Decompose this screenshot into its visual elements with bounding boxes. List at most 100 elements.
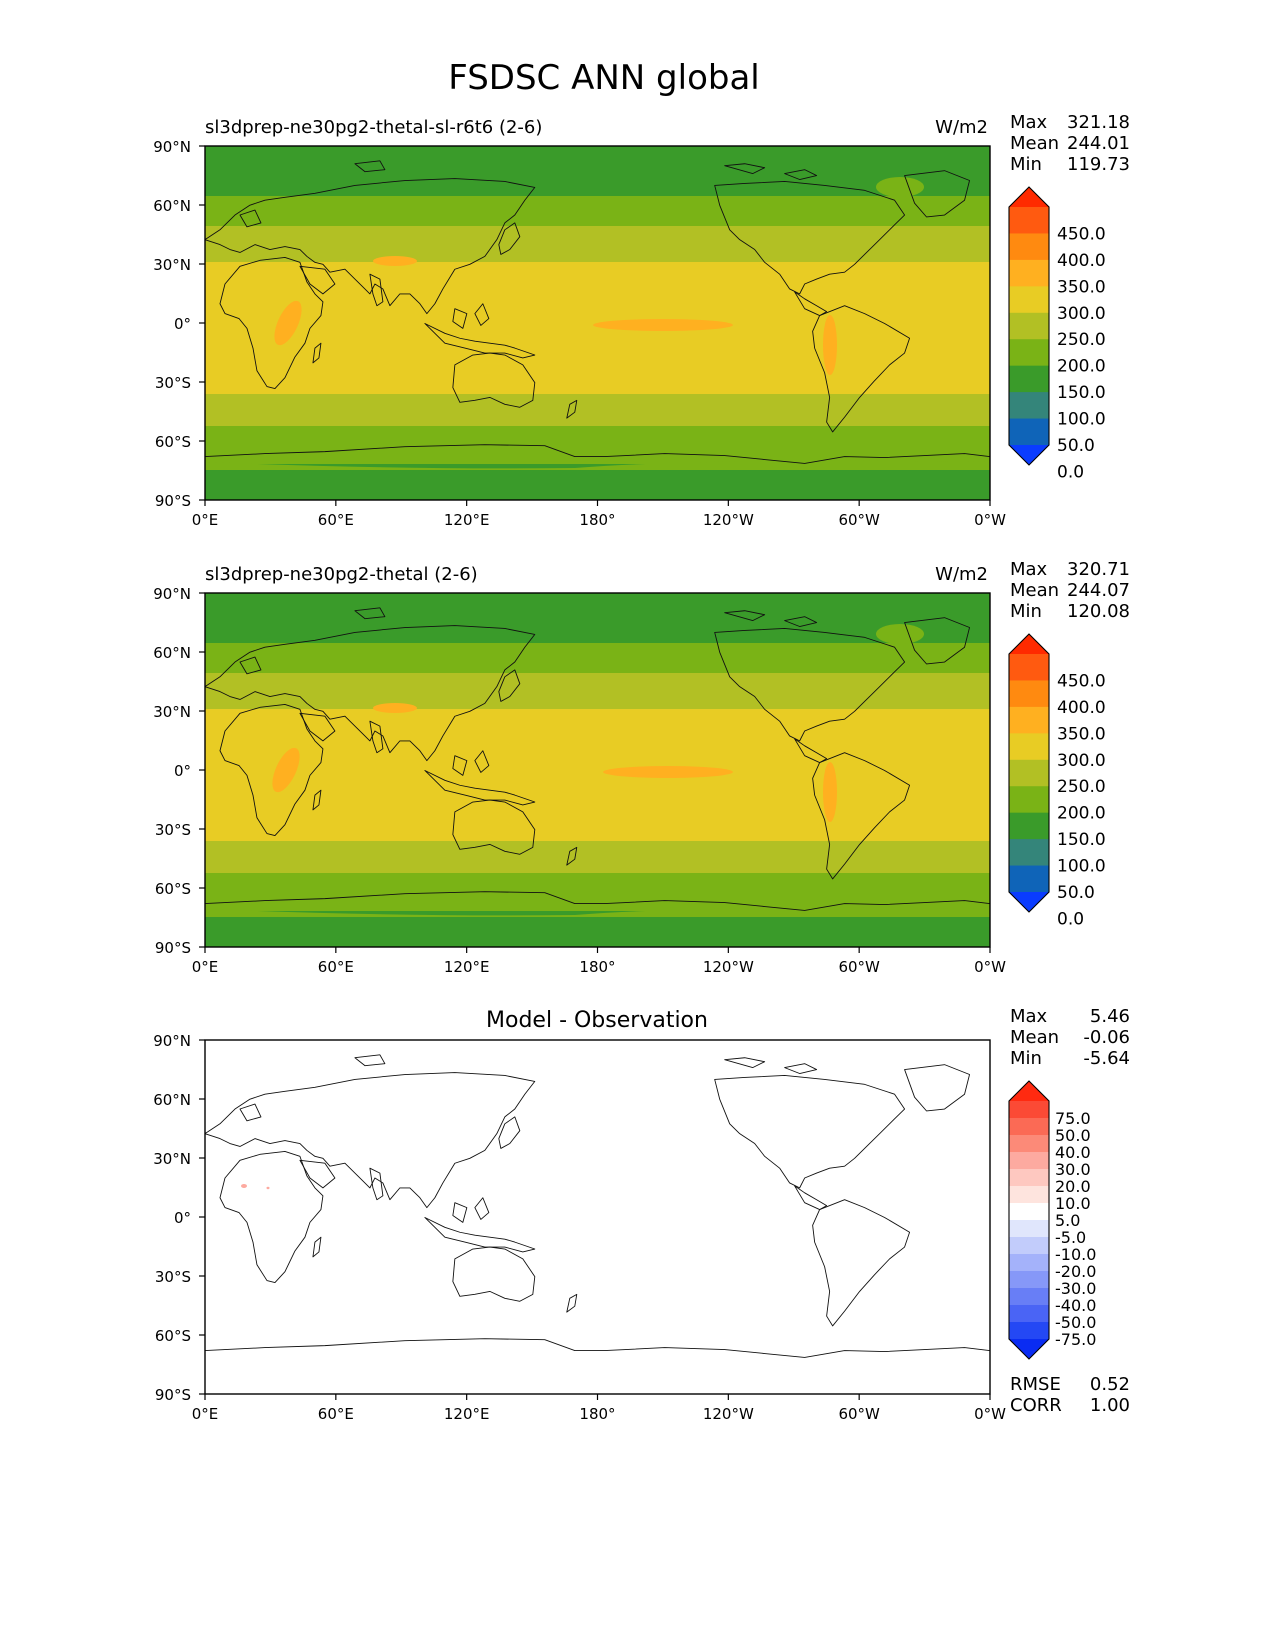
- colorbar-label: -5.0: [1055, 1228, 1086, 1247]
- colorbar-label: -75.0: [1055, 1330, 1096, 1349]
- band-south-midlat: [205, 841, 990, 873]
- colorbar-swatch: [1009, 312, 1049, 340]
- lat-tick-label: 60°N: [153, 197, 191, 215]
- lat-tick-label: 90°S: [155, 939, 191, 957]
- colorbar-label: 10.0: [1055, 1194, 1091, 1213]
- colorbar-swatch: [1009, 1220, 1049, 1238]
- colorbar-swatch: [1009, 392, 1049, 420]
- colorbar-label: 150.0: [1057, 830, 1106, 850]
- lon-tick-label: 120°E: [444, 511, 490, 529]
- colorbar-swatch: [1009, 339, 1049, 367]
- colorbar-label: 350.0: [1057, 277, 1106, 297]
- stat-max-value: 321.18: [1067, 112, 1130, 133]
- lon-tick-label: 180°: [579, 958, 615, 976]
- band-tropics: [205, 709, 990, 841]
- stat-min-value: -5.64: [1083, 1048, 1130, 1069]
- band-arctic: [205, 146, 990, 196]
- colorbar-swatch: [1009, 418, 1049, 446]
- colorbar-swatch: [1009, 654, 1049, 681]
- colorbar-swatch: [1009, 286, 1049, 314]
- lon-tick-label: 120°E: [444, 958, 490, 976]
- stat-max-label: Max: [1010, 112, 1048, 133]
- panel-left-title: sl3dprep-ne30pg2-thetal (2-6): [205, 564, 478, 585]
- lon-tick-label: 0°E: [192, 511, 219, 529]
- colorbar-label: 50.0: [1057, 883, 1095, 903]
- lon-tick-label: 120°W: [703, 1405, 754, 1423]
- colorbar-swatch: [1009, 1305, 1049, 1323]
- stat-mean-value: 244.07: [1067, 580, 1130, 601]
- rmse-label: RMSE: [1010, 1374, 1061, 1395]
- panel-left-title: sl3dprep-ne30pg2-thetal-sl-r6t6 (2-6): [205, 117, 542, 138]
- colorbar-extend-min: [1009, 892, 1049, 912]
- colorbar: 450.0 400.0 350.0 300.0 250.0 200.0 150.0 100.0…: [1008, 633, 1106, 929]
- colorbar-label: 100.0: [1057, 410, 1106, 430]
- corr-label: CORR: [1010, 1395, 1062, 1416]
- lat-tick-label: 30°N: [153, 256, 191, 274]
- lon-tick-label: 0°W: [974, 1405, 1006, 1423]
- colorbar-swatch: [1009, 1322, 1049, 1340]
- colorbar-swatch: [1009, 259, 1049, 287]
- stat-min-value: 119.73: [1067, 154, 1130, 175]
- anomaly-spot: [266, 1186, 270, 1190]
- colorbar: 75.050.040.030.020.010.05.0-5.0-10.0-20.…: [1008, 1080, 1096, 1360]
- lon-tick-label: 60°E: [318, 958, 354, 976]
- map-background: [205, 1040, 990, 1394]
- lat-tick-label: 60°S: [155, 433, 191, 451]
- panel-center-title: Model - Observation: [486, 1008, 708, 1033]
- lon-tick-label: 60°W: [838, 1405, 880, 1423]
- lon-tick-label: 60°E: [318, 1405, 354, 1423]
- colorbar-outline: [1008, 186, 1050, 466]
- lat-tick-label: 90°N: [153, 585, 191, 603]
- lat-tick-label: 30°S: [155, 374, 191, 392]
- colorbar-label: 20.0: [1055, 1177, 1091, 1196]
- colorbar-swatch: [1009, 839, 1049, 867]
- lat-tick-label: 0°: [174, 762, 191, 780]
- colorbar-swatch: [1009, 1101, 1049, 1119]
- stats-block: Max 5.46 Mean -0.06 Min -5.64: [1010, 1006, 1130, 1069]
- colorbar-swatch: [1009, 1152, 1049, 1170]
- colorbar-extend-min: [1009, 1339, 1049, 1359]
- hotspot-africa: [274, 300, 302, 346]
- hotspot-andes: [823, 762, 837, 822]
- colorbar-swatch: [1009, 680, 1049, 708]
- lat-tick-label: 90°S: [155, 492, 191, 510]
- lon-tick-label: 0°W: [974, 958, 1006, 976]
- colorbar-swatch: [1009, 759, 1049, 787]
- panel-test: sl3dprep-ne30pg2-thetal-sl-r6t6 (2-6) W/…: [153, 112, 1130, 529]
- lat-axis: 90°N 60°N 30°N 0° 30°S 60°S 90°S: [153, 585, 205, 957]
- colorbar-outline: [1008, 1080, 1050, 1360]
- stat-mean-label: Mean: [1010, 580, 1059, 601]
- stat-min-label: Min: [1010, 1048, 1042, 1069]
- figure-title: FSDSC ANN global: [448, 58, 759, 98]
- colorbar-label: 200.0: [1057, 357, 1106, 377]
- colorbar-swatch: [1009, 1288, 1049, 1306]
- colorbar-swatch: [1009, 1237, 1049, 1255]
- lon-tick-label: 0°E: [192, 1405, 219, 1423]
- colorbar-extend-max: [1009, 634, 1049, 654]
- panel-units: W/m2: [935, 117, 988, 138]
- lat-tick-label: 0°: [174, 315, 191, 333]
- lat-tick-label: 30°N: [153, 703, 191, 721]
- band-north-midlat: [205, 226, 990, 262]
- stat-max-value: 5.46: [1090, 1006, 1130, 1027]
- colorbar-extend-max: [1009, 1081, 1049, 1101]
- lon-tick-label: 0°W: [974, 511, 1006, 529]
- colorbar-label: 150.0: [1057, 383, 1106, 403]
- colorbar: 450.0 400.0 350.0 300.0 250.0 200.0 150.0 100.0…: [1008, 186, 1106, 482]
- colorbar-swatch: [1009, 733, 1049, 761]
- lat-tick-label: 60°N: [153, 644, 191, 662]
- band-arctic: [205, 593, 990, 643]
- panel-reference-field: [204, 592, 991, 948]
- hotspot-pacific: [593, 319, 733, 331]
- colorbar-label: 40.0: [1055, 1143, 1091, 1162]
- colorbar-label: 400.0: [1057, 698, 1106, 718]
- colorbar-label: 450.0: [1057, 671, 1106, 691]
- lat-tick-label: 60°S: [155, 880, 191, 898]
- hotspot-greenland: [876, 624, 924, 644]
- lat-tick-label: 90°N: [153, 1032, 191, 1050]
- colorbar-label: 100.0: [1057, 857, 1106, 877]
- colorbar-label: 0.0: [1057, 909, 1084, 929]
- colorbar-label: 300.0: [1057, 304, 1106, 324]
- colorbar-label: 350.0: [1057, 724, 1106, 744]
- corr-value: 1.00: [1090, 1395, 1130, 1416]
